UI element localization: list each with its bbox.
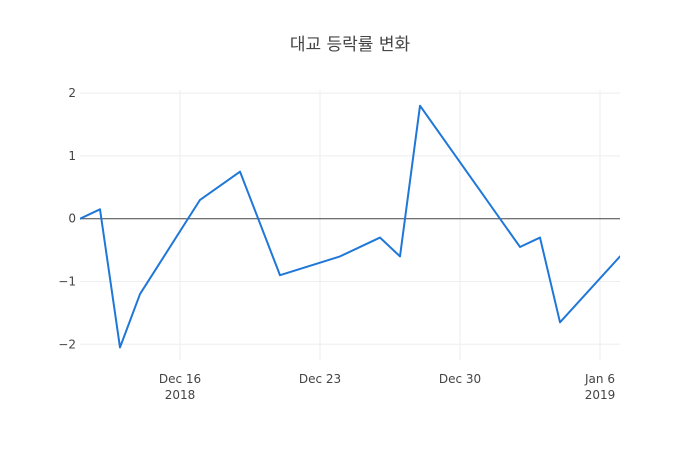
series-layer — [80, 104, 620, 349]
axis-layer: 2 1 0 −1 −2 Dec 16 2018 Dec 23 Dec 30 Jan 6 2019 — [58, 86, 620, 402]
x-tick-year-label: 2018 — [165, 388, 196, 402]
y-tick-label: 0 — [68, 212, 76, 226]
series-line-0 — [80, 104, 620, 349]
y-tick-label: −1 — [58, 275, 76, 289]
y-tick-label: 2 — [68, 86, 76, 100]
x-tick-label: Dec 30 — [439, 372, 481, 386]
chart-title: 대교 등락률 변화 — [290, 35, 411, 55]
x-tick-label: Jan 6 — [584, 372, 615, 386]
x-tick-label: Dec 16 — [159, 372, 201, 386]
x-tick-year-label: 2019 — [585, 388, 616, 402]
y-tick-label: −2 — [58, 337, 76, 351]
grid-layer — [80, 90, 620, 360]
y-tick-label: 1 — [68, 149, 76, 163]
x-tick-label: Dec 23 — [299, 372, 341, 386]
